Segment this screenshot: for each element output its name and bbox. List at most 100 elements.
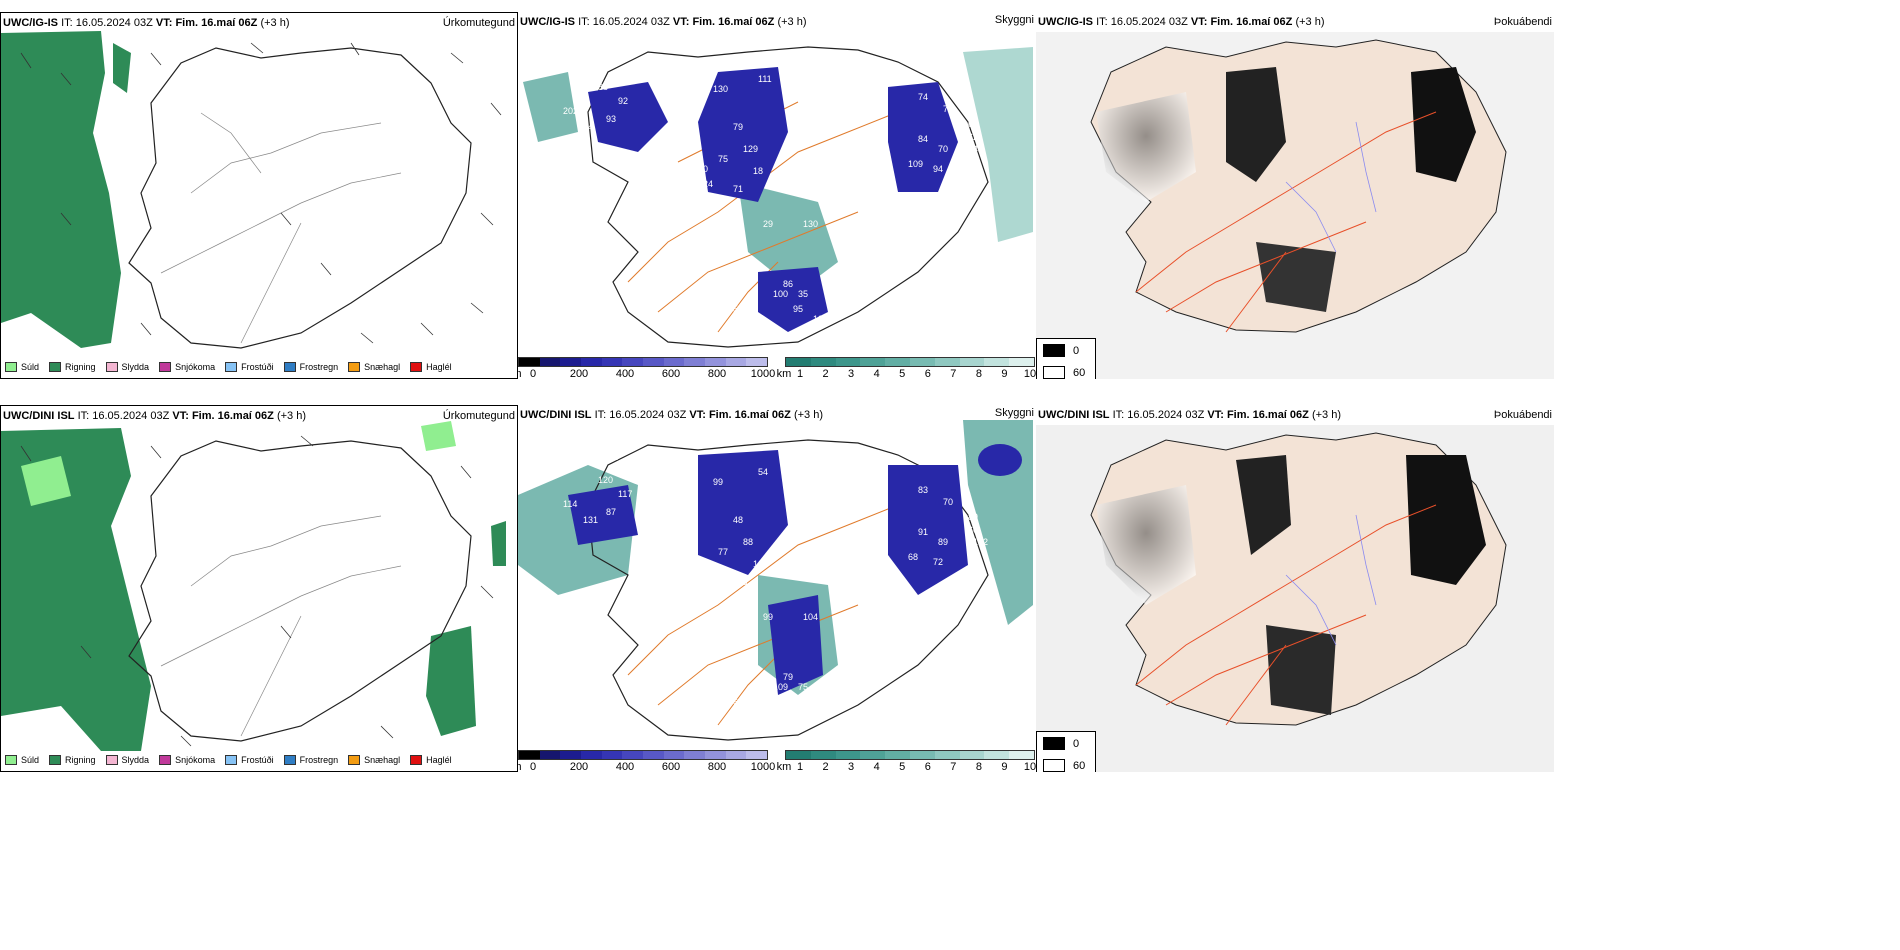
cloud-base-value: 109 [908, 159, 923, 169]
colorbar-tick-label: 6 [924, 761, 931, 772]
cloud-base-value: 131 [583, 515, 598, 525]
precip-type-panel-top: UWC/IG-IS IT: 16.05.2024 03Z VT: Fim. 16… [0, 12, 518, 379]
cloud-base-value: 99 [713, 477, 723, 487]
colorbar-tick-label: 4 [873, 761, 880, 772]
legend-item: Haglél [410, 755, 452, 765]
cloud-base-value: 88 [658, 132, 668, 142]
colorbar-tick-label: 400 [615, 368, 635, 379]
cloud-base-value: 92 [618, 96, 628, 106]
panel-header: UWC/DINI ISL IT: 16.05.2024 03Z VT: Fim.… [520, 409, 823, 421]
colorbar-segment [601, 751, 623, 759]
cloud-base-se [768, 595, 823, 695]
legend-label: Rigning [65, 755, 96, 765]
fog-dark-north [1226, 67, 1286, 182]
low-visibility-east [963, 47, 1033, 242]
roads [160, 112, 402, 344]
cloud-base-value: 104 [803, 612, 818, 622]
colorbar-segment [622, 358, 644, 366]
cloud-base-value: 79 [733, 122, 743, 132]
cloud-base-value: 99 [763, 612, 773, 622]
precip-map [1, 421, 506, 751]
cloud-base-value: 129 [743, 144, 758, 154]
cloud-base-value: 114 [563, 499, 577, 509]
cloud-base-value: 68 [908, 552, 918, 562]
precip-map [1, 31, 502, 349]
cloud-base-value: 117 [618, 489, 632, 499]
cloud-base-value: 62 [968, 119, 978, 129]
iceland-outline [587, 439, 989, 741]
colorbar-segment [984, 751, 1010, 759]
colorbar-tick-label: 5 [899, 368, 906, 379]
colorbar-tick-label: 9 [1001, 761, 1008, 772]
colorbar-segment [705, 358, 726, 366]
colorbar-tick-label: 1 [796, 761, 804, 772]
fog-swatch-high [1043, 366, 1065, 379]
cloud-base-value: 70 [943, 497, 953, 507]
legend-swatch [225, 755, 238, 765]
cloud-base-north [698, 67, 788, 202]
colorbar-segment [984, 358, 1010, 366]
legend-item: Snjókoma [159, 755, 215, 765]
legend-label: Frostúði [241, 362, 274, 372]
legend-label: Slydda [121, 362, 150, 372]
colorbar-segment [835, 358, 861, 366]
colorbar-segment [810, 751, 836, 759]
cloud-base-value: 130 [713, 84, 728, 94]
colorbar-tick-label: 3 [848, 761, 855, 772]
legend-swatch [5, 362, 17, 372]
panel-header: UWC/IG-IS IT: 16.05.2024 03Z VT: Fim. 16… [3, 17, 290, 29]
cloud-base-value: 93 [606, 114, 616, 124]
colorbar-segment [560, 751, 582, 759]
panel-title: Úrkomutegund [442, 410, 515, 422]
rivers [1285, 121, 1377, 253]
colorbar-segment [860, 751, 886, 759]
rain-area-west [1, 428, 151, 751]
panel-header: UWC/IG-IS IT: 16.05.2024 03Z VT: Fim. 16… [1038, 16, 1325, 28]
cloud-base-north [698, 450, 788, 575]
cloud-base-value: 24 [703, 179, 713, 189]
legend-item: Snæhagl [348, 755, 400, 765]
visibility-unit: km [776, 761, 792, 772]
colorbar-tick-label: 2 [822, 368, 829, 379]
roads [627, 101, 939, 333]
cloud-base-value: 54 [758, 467, 768, 477]
fog-dark-east [1406, 455, 1486, 585]
fog-grey-west [1096, 92, 1196, 202]
colorbar-segment [643, 751, 664, 759]
colorbar-segment [786, 751, 811, 759]
cloud-base-value: 121 [603, 452, 618, 462]
cloud-base-value: 120 [693, 164, 708, 174]
cloud-base-value: 84 [918, 134, 928, 144]
iceland-outline [128, 440, 472, 742]
precip-legend: Súld Rigning Slydda Snjókoma Frostúði Frostre… [5, 362, 452, 372]
cloud-base-value: 60 [968, 525, 978, 535]
cloud-base-value: 102 [813, 314, 828, 324]
low-visibility-center [738, 182, 838, 292]
colorbar-tick-label: 10 [1023, 368, 1036, 379]
cloud-base-value: 91 [658, 525, 668, 535]
cloud-base-east [888, 465, 968, 595]
cloud-base-value: 95 [793, 304, 803, 314]
wind-barbs [20, 42, 502, 344]
legend-swatch [283, 755, 296, 765]
wind-barbs [20, 435, 494, 747]
cloud-base-value: 75 [798, 682, 808, 692]
rain-area-nw [113, 43, 131, 93]
legend-swatch [410, 362, 423, 372]
colorbar-segment [663, 358, 685, 366]
fog-panel-bottom: UWC/DINI ISL IT: 16.05.2024 03Z VT: Fim.… [1036, 405, 1554, 772]
roads [160, 515, 402, 737]
roads [1135, 504, 1437, 726]
legend-item: Rigning [49, 755, 96, 765]
fog-legend: 0 60 [1036, 338, 1096, 379]
fog-dark-north [1236, 455, 1291, 555]
fog-panel-top: UWC/IG-IS IT: 16.05.2024 03Z VT: Fim. 16… [1036, 12, 1554, 379]
drizzle-area [21, 456, 71, 506]
colorbar-tick-label: 7 [950, 368, 957, 379]
iceland-land [1090, 39, 1507, 333]
fog-dark-east [1411, 67, 1476, 182]
legend-swatch [348, 362, 361, 372]
cloud-base-value: 130 [803, 219, 818, 229]
legend-swatch [225, 362, 238, 372]
iceland-outline [128, 47, 472, 349]
